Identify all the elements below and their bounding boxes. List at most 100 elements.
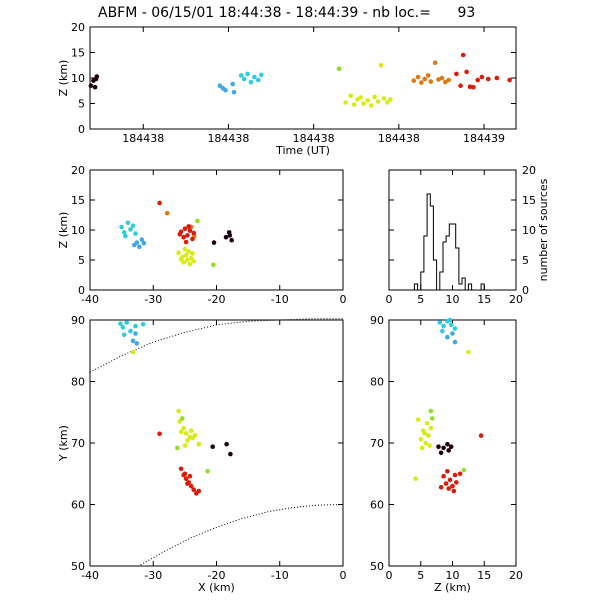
- y-axis-label: Z (km): [57, 60, 70, 97]
- source-point: [183, 430, 189, 436]
- x-tick-label: -10: [271, 293, 289, 306]
- source-point: [157, 431, 162, 437]
- source-point: [425, 73, 431, 78]
- x-tick-label: 0: [386, 569, 393, 582]
- source-point: [182, 471, 188, 477]
- source-point: [133, 231, 138, 236]
- y-tick-label: 15: [522, 194, 536, 207]
- source-point: [228, 451, 233, 457]
- source-point: [187, 473, 193, 479]
- source-point: [121, 230, 127, 235]
- y-tick-label: 20: [522, 164, 536, 177]
- source-point: [447, 477, 453, 483]
- panel-x-z: -40 -30 -20 -10 0 0 5 10 15 20 Z (km): [57, 164, 347, 306]
- source-point: [124, 320, 129, 325]
- source-point: [343, 100, 348, 105]
- source-point: [183, 476, 189, 482]
- x-tick-label: 184439: [463, 132, 505, 145]
- source-point: [139, 237, 145, 242]
- y-tick-label: 0: [78, 123, 85, 136]
- panel-time-height: 184438 184438 184438 184438 184439 0 5 10 15 20 Ti…: [57, 21, 517, 157]
- source-point: [436, 444, 441, 450]
- source-point: [351, 102, 357, 107]
- source-point: [186, 249, 191, 254]
- x-axis-label: Time (UT): [275, 144, 330, 157]
- y-tick-label: 5: [78, 254, 85, 267]
- x-tick-label: 10: [446, 569, 460, 582]
- source-point: [445, 334, 450, 340]
- source-point: [182, 443, 188, 448]
- source-point: [429, 416, 435, 421]
- y-tick-label: 60: [71, 499, 85, 512]
- source-point: [120, 325, 126, 330]
- source-point: [181, 260, 186, 265]
- source-point: [451, 488, 457, 494]
- x-tick-label: -40: [81, 293, 99, 306]
- y-tick-label: 50: [370, 560, 384, 573]
- source-point: [205, 469, 210, 474]
- source-point: [183, 239, 189, 245]
- source-point: [461, 467, 467, 473]
- axis-frame: [89, 26, 517, 130]
- source-point: [445, 469, 450, 474]
- source-point: [227, 233, 233, 238]
- x-tick-label: 184438: [293, 132, 335, 145]
- source-point: [185, 257, 190, 263]
- source-point: [428, 425, 434, 431]
- x-tick-label: 5: [417, 293, 424, 306]
- x-tick-label: 20: [509, 293, 523, 306]
- source-point: [185, 481, 190, 486]
- source-point: [427, 443, 432, 448]
- panel-x-y: -40 -30 -20 -10 0 50 60 70 80 90 X (km) Y (km): [57, 314, 347, 594]
- source-point: [443, 79, 448, 85]
- x-axis-label: X (km): [198, 581, 235, 594]
- source-point: [428, 408, 434, 414]
- y-tick-label: 10: [71, 224, 85, 237]
- x-tick-label: 184438: [207, 132, 249, 145]
- source-point: [381, 96, 387, 101]
- source-point: [411, 78, 417, 83]
- source-point: [224, 441, 229, 447]
- source-point: [223, 234, 229, 240]
- source-point: [336, 66, 342, 72]
- x-tick-label: 0: [340, 293, 347, 306]
- source-point: [446, 77, 452, 83]
- source-point: [454, 480, 459, 485]
- x-tick-label: 20: [509, 569, 523, 582]
- x-tick-label: -30: [144, 293, 162, 306]
- x-tick-label: -30: [144, 569, 162, 582]
- source-point: [448, 322, 454, 328]
- y-tick-label: 10: [522, 224, 536, 237]
- source-point: [415, 417, 421, 422]
- source-point: [130, 338, 136, 344]
- source-point: [238, 73, 244, 78]
- source-point: [424, 421, 430, 426]
- source-point: [229, 237, 234, 243]
- x-tick-label: 184438: [378, 132, 420, 145]
- source-point: [178, 466, 184, 472]
- source-point: [230, 81, 235, 87]
- y-tick-label: 70: [71, 437, 85, 450]
- source-point: [478, 433, 484, 438]
- source-point: [432, 60, 438, 65]
- source-point: [181, 425, 186, 431]
- source-point: [422, 430, 427, 436]
- source-point: [365, 98, 371, 103]
- y-tick-label: 60: [370, 499, 384, 512]
- source-point: [368, 103, 374, 108]
- source-point: [191, 230, 196, 236]
- source-point: [196, 441, 202, 447]
- source-point: [450, 483, 455, 489]
- x-tick-label: -20: [208, 293, 226, 306]
- source-point: [185, 233, 190, 238]
- source-point: [130, 349, 136, 355]
- source-point: [185, 438, 190, 443]
- source-point: [252, 74, 257, 80]
- x-tick-label: 15: [477, 569, 491, 582]
- source-point: [196, 488, 202, 494]
- source-point: [176, 408, 181, 414]
- source-point: [415, 74, 421, 80]
- y-tick-label: 15: [71, 47, 85, 60]
